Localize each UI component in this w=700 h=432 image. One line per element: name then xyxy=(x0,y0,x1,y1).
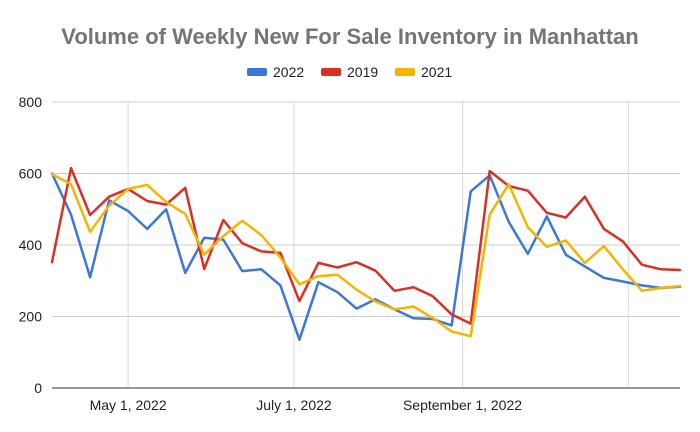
legend-label: 2021 xyxy=(421,64,452,80)
x-tick-label: September 1, 2022 xyxy=(403,397,522,413)
y-tick-label: 600 xyxy=(19,166,43,182)
y-tick-label: 800 xyxy=(19,94,43,110)
legend: 2022 2019 2021 xyxy=(247,64,452,80)
legend-swatch xyxy=(395,68,415,76)
series-line-2021 xyxy=(50,172,682,338)
series-lines xyxy=(50,166,682,341)
legend-label: 2019 xyxy=(347,64,378,80)
series-line-2019 xyxy=(50,166,682,325)
legend-swatch xyxy=(321,68,341,76)
legend-label: 2022 xyxy=(273,64,304,80)
y-tick-label: 200 xyxy=(19,309,43,325)
legend-item-2022: 2022 xyxy=(247,64,304,80)
x-tick-label: July 1, 2022 xyxy=(256,397,332,413)
y-tick-label: 400 xyxy=(19,237,43,253)
y-axis-ticks: 0 200 400 600 800 xyxy=(19,94,43,396)
x-tick-label: May 1, 2022 xyxy=(90,397,167,413)
y-tick-label: 0 xyxy=(34,380,42,396)
grid xyxy=(52,101,680,388)
legend-item-2019: 2019 xyxy=(321,64,378,80)
x-axis-ticks: May 1, 2022 July 1, 2022 September 1, 2022 xyxy=(90,397,523,413)
legend-swatch xyxy=(247,68,267,76)
series-line-2022 xyxy=(50,172,682,341)
legend-item-2021: 2021 xyxy=(395,64,452,80)
chart-title: Volume of Weekly New For Sale Inventory … xyxy=(61,24,638,49)
